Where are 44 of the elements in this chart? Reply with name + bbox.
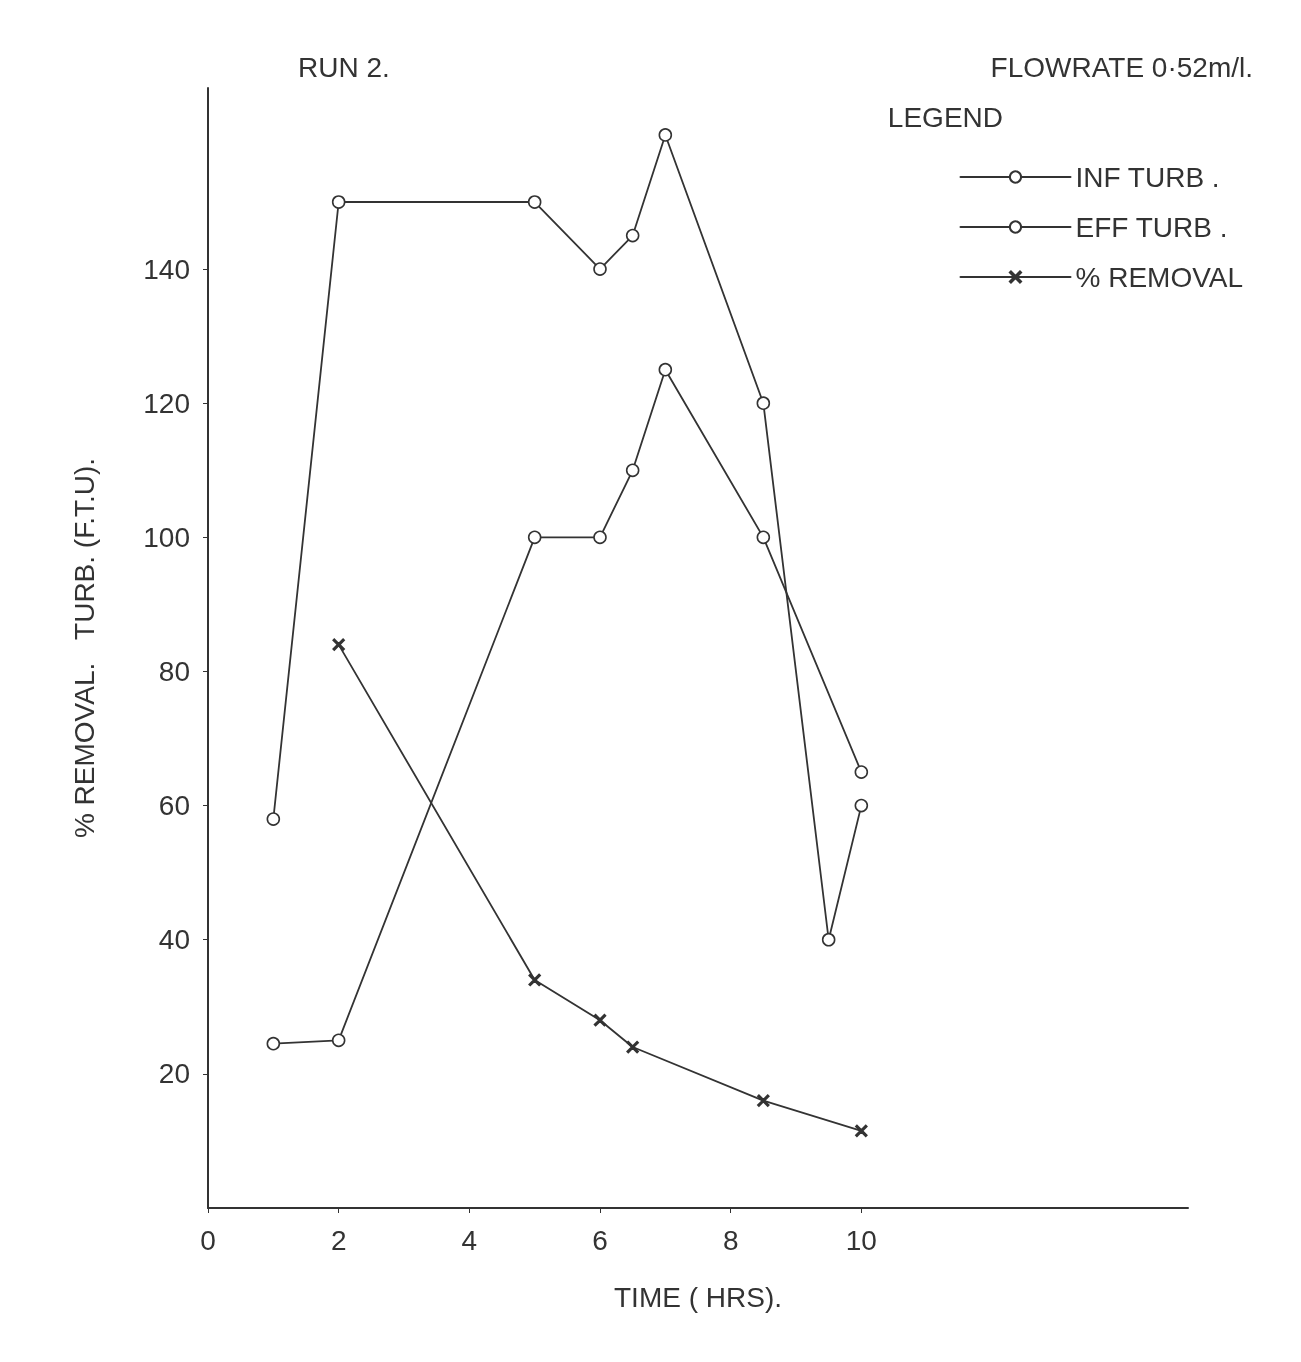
text: FLOWRATE 0·52m/l.	[990, 51, 1253, 83]
y-tick-label: 140	[143, 253, 190, 285]
point	[332, 638, 345, 651]
point	[331, 195, 346, 209]
point	[658, 128, 673, 142]
point	[821, 932, 836, 947]
y-tick-label: 120	[143, 387, 190, 419]
point	[593, 530, 607, 545]
y-tick-label: 40	[158, 924, 190, 956]
x-tick-label: 0	[200, 1224, 216, 1256]
x-tick-label: 10	[845, 1224, 877, 1256]
point	[757, 1094, 770, 1107]
point	[658, 362, 673, 377]
point	[854, 798, 869, 813]
text: RUN 2.	[298, 51, 390, 83]
point	[527, 530, 542, 545]
x-tick-label: 2	[330, 1224, 347, 1256]
x-tick-label: 6	[592, 1224, 608, 1256]
y-tick-label: 80	[158, 655, 190, 687]
point	[593, 1013, 607, 1027]
point	[626, 1040, 639, 1054]
y-axis-title: % REMOVAL. TURB. (F.T.U).	[68, 457, 100, 839]
legend-label: % REMOVAL	[1075, 261, 1244, 293]
legend-label: EFF TURB .	[1075, 211, 1228, 243]
point	[266, 1036, 281, 1051]
point	[528, 973, 541, 987]
point	[593, 262, 607, 276]
point	[756, 396, 771, 411]
point	[756, 530, 771, 545]
point	[625, 228, 640, 243]
point	[855, 1124, 868, 1138]
point	[266, 812, 281, 826]
point	[331, 1033, 346, 1048]
point	[625, 463, 640, 478]
point	[854, 765, 869, 779]
x-tick-label: 4	[461, 1224, 478, 1256]
y-tick-label: 100	[143, 521, 190, 553]
y-tick-label: 60	[158, 790, 190, 822]
x-tick-label: 8	[722, 1224, 739, 1256]
point	[527, 195, 542, 209]
y-tick-label: 20	[158, 1058, 190, 1090]
legend-title: LEGEND	[887, 101, 1004, 133]
x-axis-title: TIME ( HRS).	[614, 1281, 782, 1313]
legend-label: INF TURB .	[1075, 161, 1220, 193]
